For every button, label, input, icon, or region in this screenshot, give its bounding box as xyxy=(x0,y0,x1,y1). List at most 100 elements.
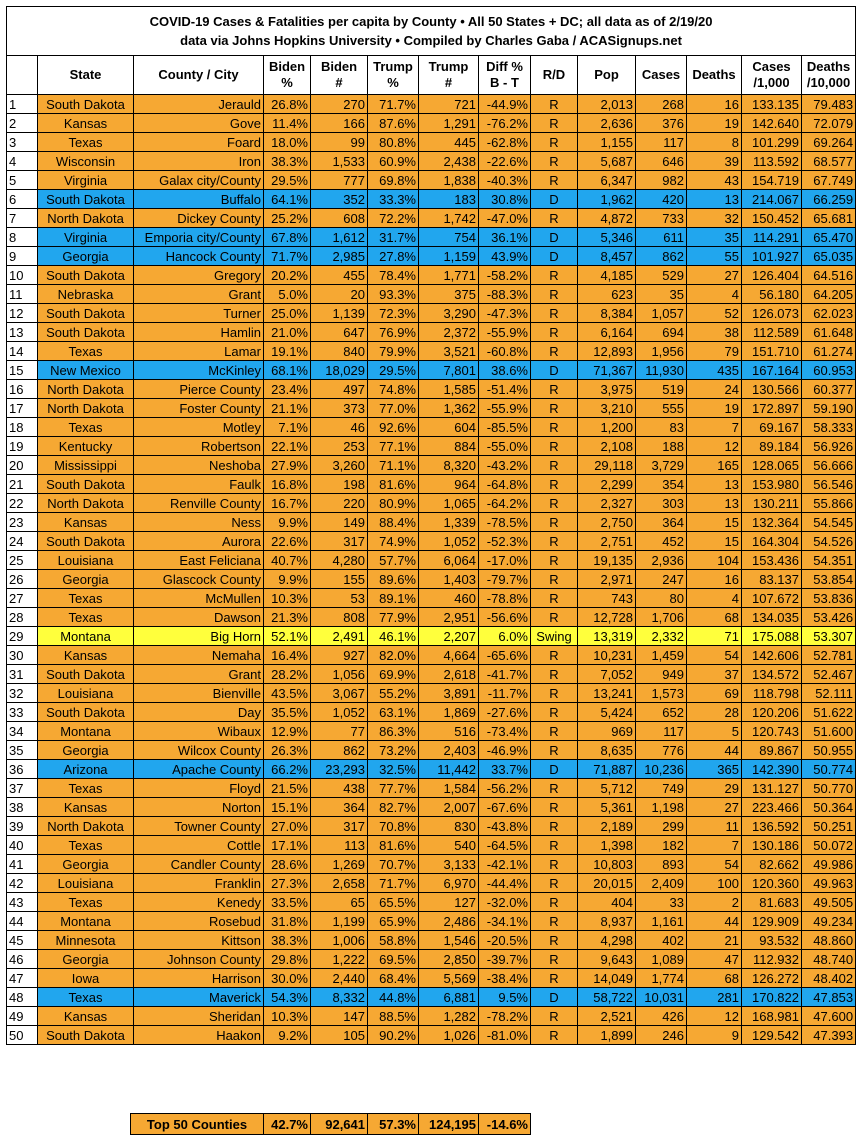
table-cell: R xyxy=(530,303,578,323)
table-cell: 83 xyxy=(635,417,687,437)
row-number: 13 xyxy=(6,322,38,342)
table-cell: 87.6% xyxy=(367,113,419,133)
table-cell: 1,200 xyxy=(577,417,636,437)
table-cell: 70.8% xyxy=(367,816,419,836)
table-cell: 3,729 xyxy=(635,455,687,475)
table-cell: 89.1% xyxy=(367,588,419,608)
table-cell: R xyxy=(530,170,578,190)
table-cell: Georgia xyxy=(37,246,134,266)
table-cell: 81.6% xyxy=(367,474,419,494)
table-cell: 6,881 xyxy=(418,987,479,1007)
title-line: data via Johns Hopkins University • Comp… xyxy=(180,33,682,48)
table-row: 34 Montana Wibaux 12.9% 77 86.3% 516 -73.4% R 969… xyxy=(6,721,857,741)
table-cell: 127 xyxy=(418,892,479,912)
table-cell: 182 xyxy=(635,835,687,855)
table-cell: -32.0% xyxy=(478,892,531,912)
table-cell: 23.4% xyxy=(263,379,311,399)
totals-cell: 57.3% xyxy=(367,1113,419,1135)
table-row: 28 Texas Dawson 21.3% 808 77.9% 2,951 -56.6% R 12… xyxy=(6,607,857,627)
totals-cell: 42.7% xyxy=(263,1113,311,1135)
table-cell: 47.600 xyxy=(800,1006,857,1026)
table-cell: 188 xyxy=(635,436,687,456)
table-cell: 38 xyxy=(686,322,742,342)
table-cell: 183 xyxy=(418,189,479,209)
table-cell: 21 xyxy=(686,930,742,950)
table-cell: 1,899 xyxy=(577,1025,636,1045)
table-cell: 70.7% xyxy=(367,854,419,874)
table-cell: 82.662 xyxy=(741,854,802,874)
table-cell: 32 xyxy=(686,208,742,228)
table-cell: 52.781 xyxy=(800,645,857,665)
table-cell: 129.542 xyxy=(741,1025,802,1045)
table-cell: 777 xyxy=(310,170,368,190)
table-cell: 364 xyxy=(310,797,368,817)
table-cell: -47.3% xyxy=(478,303,531,323)
table-cell: 38.3% xyxy=(263,151,311,171)
table-cell: Wisconsin xyxy=(37,151,134,171)
table-cell: 2,403 xyxy=(418,740,479,760)
row-number: 46 xyxy=(6,949,38,969)
table-cell: 604 xyxy=(418,417,479,437)
table-cell: 114.291 xyxy=(741,227,802,247)
table-cell: 1,398 xyxy=(577,835,636,855)
header-line: Cases xyxy=(752,59,791,74)
table-cell: 60.377 xyxy=(800,379,857,399)
table-cell: 134.572 xyxy=(741,664,802,684)
table-cell: 35 xyxy=(635,284,687,304)
table-cell: Texas xyxy=(37,778,134,798)
table-cell: D xyxy=(530,227,578,247)
table-cell: 743 xyxy=(577,588,636,608)
table-cell: 39 xyxy=(686,151,742,171)
header-line: % xyxy=(281,75,293,90)
table-cell: Texas xyxy=(37,892,134,912)
table-cell: Gregory xyxy=(133,265,264,285)
table-cell: 1,771 xyxy=(418,265,479,285)
table-cell: 165 xyxy=(686,455,742,475)
table-cell: Galax city/County xyxy=(133,170,264,190)
table-cell: -64.8% xyxy=(478,474,531,494)
table-cell: 77.9% xyxy=(367,607,419,627)
row-number: 21 xyxy=(6,474,38,494)
table-cell: 142.640 xyxy=(741,113,802,133)
table-cell: -62.8% xyxy=(478,132,531,152)
row-number: 15 xyxy=(6,360,38,380)
table-cell: 20.2% xyxy=(263,265,311,285)
row-number: 6 xyxy=(6,189,38,209)
table-cell: Georgia xyxy=(37,854,134,874)
header-cell: Cases/1,000 xyxy=(741,55,802,95)
table-cell: Kansas xyxy=(37,512,134,532)
table-cell: Big Horn xyxy=(133,626,264,646)
table-cell: 317 xyxy=(310,816,368,836)
table-cell: Rosebud xyxy=(133,911,264,931)
table-cell: South Dakota xyxy=(37,265,134,285)
table-cell: Mississippi xyxy=(37,455,134,475)
row-number: 29 xyxy=(6,626,38,646)
table-cell: 12 xyxy=(686,436,742,456)
table-cell: 2,108 xyxy=(577,436,636,456)
table-row: 47 Iowa Harrison 30.0% 2,440 68.4% 5,569 -38.4%… xyxy=(6,968,857,988)
row-number: 11 xyxy=(6,284,38,304)
table-cell: Texas xyxy=(37,607,134,627)
table-cell: 364 xyxy=(635,512,687,532)
table-cell: 27 xyxy=(686,265,742,285)
table-cell: 59.190 xyxy=(800,398,857,418)
row-number: 1 xyxy=(6,94,38,114)
table-cell: 9 xyxy=(686,1025,742,1045)
header-cell: Trump # xyxy=(418,55,479,95)
table-cell: 101.299 xyxy=(741,132,802,152)
table-cell: 2,936 xyxy=(635,550,687,570)
table-cell: 1,199 xyxy=(310,911,368,931)
table-cell: 69.8% xyxy=(367,170,419,190)
table-cell: -64.2% xyxy=(478,493,531,513)
table-cell: Aurora xyxy=(133,531,264,551)
table-cell: Georgia xyxy=(37,740,134,760)
row-number: 41 xyxy=(6,854,38,874)
header-line: /1,000 xyxy=(753,75,790,90)
table-cell: 80 xyxy=(635,588,687,608)
table-cell: 51.600 xyxy=(800,721,857,741)
row-number: 8 xyxy=(6,227,38,247)
table-cell: Hamlin xyxy=(133,322,264,342)
table-cell: 1,956 xyxy=(635,341,687,361)
table-cell: 154.719 xyxy=(741,170,802,190)
table-cell: Texas xyxy=(37,341,134,361)
